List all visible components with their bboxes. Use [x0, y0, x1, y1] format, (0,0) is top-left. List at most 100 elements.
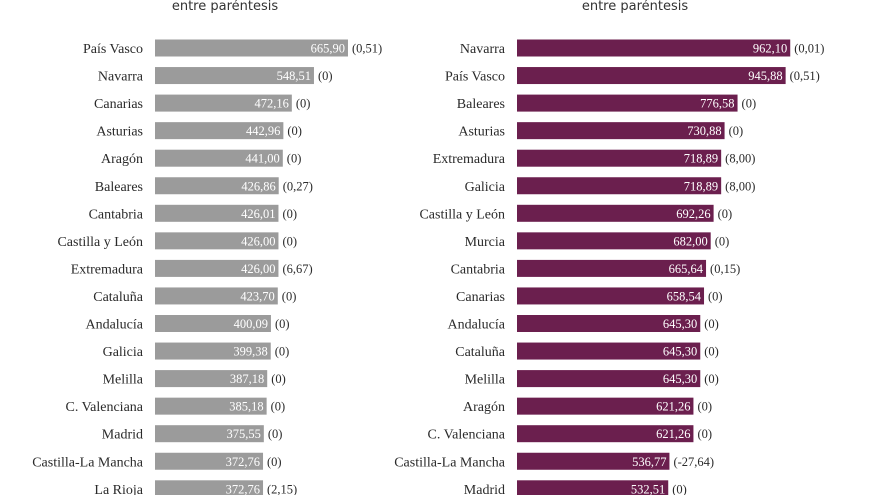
right-bar	[517, 342, 701, 360]
left-change-label: (0,27)	[283, 179, 313, 193]
left-category-label: Castilla y León	[57, 235, 143, 250]
right-category-label: Canarias	[456, 290, 505, 305]
right-category-label: Melilla	[465, 373, 506, 388]
right-bar	[517, 149, 722, 167]
left-bar	[155, 67, 314, 85]
right-value-label: 718,89	[684, 179, 718, 193]
right-category-label: Navarra	[460, 42, 506, 57]
right-bar	[517, 397, 694, 415]
left-value-label: 423,70	[240, 289, 274, 303]
right-category-label: País Vasco	[445, 70, 505, 85]
left-value-label: 399,38	[233, 345, 267, 359]
left-value-label: 426,86	[241, 179, 275, 193]
right-bar	[517, 370, 701, 388]
right-chart-subtitle: entre paréntesis	[581, 0, 689, 14]
right-category-label: Baleares	[457, 97, 505, 112]
right-category-label: Castilla-La Mancha	[394, 455, 506, 470]
left-category-label: Andalucía	[85, 318, 143, 333]
left-value-label: 372,76	[226, 482, 260, 495]
left-bar	[155, 370, 268, 388]
right-change-label: (0)	[704, 372, 719, 386]
right-bar	[517, 315, 701, 332]
left-bar	[155, 425, 264, 443]
left-category-label: Canarias	[94, 97, 143, 112]
left-category-label: País Vasco	[83, 42, 143, 57]
right-category-label: Asturias	[458, 125, 505, 140]
right-value-label: 692,26	[676, 207, 710, 221]
left-value-label: 441,00	[245, 152, 279, 166]
right-category-label: Murcia	[465, 235, 506, 250]
right-change-label: (0)	[697, 400, 712, 414]
left-category-label: Cantabria	[89, 207, 144, 222]
right-bar	[517, 67, 786, 85]
right-bar	[517, 259, 707, 277]
left-chart-subtitle: entre paréntesis	[171, 0, 279, 14]
left-value-label: 387,18	[230, 372, 264, 386]
right-change-label: (0)	[708, 289, 723, 303]
right-value-label: 645,30	[663, 345, 697, 359]
right-value-label: 621,26	[656, 400, 690, 414]
left-category-label: Cataluña	[93, 290, 144, 305]
left-bar	[155, 149, 283, 167]
left-change-label: (0)	[287, 124, 302, 138]
left-bar	[155, 259, 279, 277]
right-bar	[517, 480, 669, 495]
left-value-label: 472,16	[254, 97, 288, 111]
right-value-label: 658,54	[667, 289, 702, 303]
right-bar	[517, 39, 791, 57]
right-change-label: (0)	[742, 97, 757, 111]
left-category-label: Castilla-La Mancha	[32, 455, 144, 470]
right-bar	[517, 94, 738, 112]
right-value-label: 665,64	[669, 262, 704, 276]
left-bar	[155, 397, 267, 415]
left-change-label: (2,15)	[267, 482, 297, 495]
left-bar	[155, 232, 279, 250]
right-bar	[517, 452, 670, 470]
right-category-label: Andalucía	[447, 318, 505, 333]
right-value-label: 536,77	[632, 455, 666, 469]
left-change-label: (0)	[267, 455, 282, 469]
left-value-label: 426,00	[241, 262, 275, 276]
right-category-label: Aragón	[463, 400, 505, 415]
left-category-label: Asturias	[96, 125, 143, 140]
left-change-label: (0,51)	[352, 42, 382, 56]
right-change-label: (0)	[704, 345, 719, 359]
right-value-label: 962,10	[753, 42, 787, 56]
left-bar	[155, 452, 264, 470]
right-bar	[517, 204, 714, 222]
left-value-label: 665,90	[311, 42, 345, 56]
left-change-label: (0)	[275, 317, 290, 331]
right-value-label: 645,30	[663, 317, 697, 331]
left-value-label: 426,01	[241, 207, 275, 221]
left-change-label: (6,67)	[282, 262, 312, 276]
left-bar	[155, 342, 271, 360]
right-value-label: 718,89	[684, 152, 718, 166]
right-change-label: (0)	[672, 482, 687, 495]
right-category-label: Castilla y León	[419, 207, 505, 222]
left-value-label: 385,18	[229, 400, 263, 414]
right-value-label: 682,00	[673, 234, 707, 248]
right-category-label: C. Valenciana	[428, 428, 506, 443]
left-category-label: C. Valenciana	[66, 400, 144, 415]
left-change-label: (0)	[275, 345, 290, 359]
right-bar	[517, 122, 725, 140]
right-bar	[517, 425, 694, 443]
right-value-label: 621,26	[656, 427, 690, 441]
right-value-label: 730,88	[687, 124, 721, 138]
right-change-label: (0)	[715, 234, 730, 248]
left-bar	[155, 315, 271, 332]
left-category-label: Galicia	[103, 345, 144, 360]
left-change-label: (0)	[287, 152, 302, 166]
right-change-label: (8,00)	[725, 152, 755, 166]
left-bar	[155, 39, 348, 57]
left-category-label: Navarra	[98, 70, 144, 85]
left-change-label: (0)	[282, 234, 297, 248]
left-change-label: (0)	[271, 400, 286, 414]
right-category-label: Cataluña	[455, 345, 506, 360]
left-value-label: 372,76	[226, 455, 260, 469]
left-change-label: (0)	[282, 207, 297, 221]
right-change-label: (0,51)	[790, 69, 820, 83]
right-category-label: Galicia	[465, 180, 506, 195]
left-bar	[155, 122, 284, 140]
right-value-label: 776,58	[700, 97, 734, 111]
